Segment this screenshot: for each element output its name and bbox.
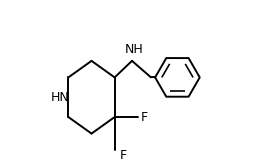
Text: NH: NH — [125, 43, 144, 56]
Text: HN: HN — [51, 91, 69, 104]
Text: F: F — [120, 149, 127, 162]
Text: F: F — [141, 111, 148, 123]
